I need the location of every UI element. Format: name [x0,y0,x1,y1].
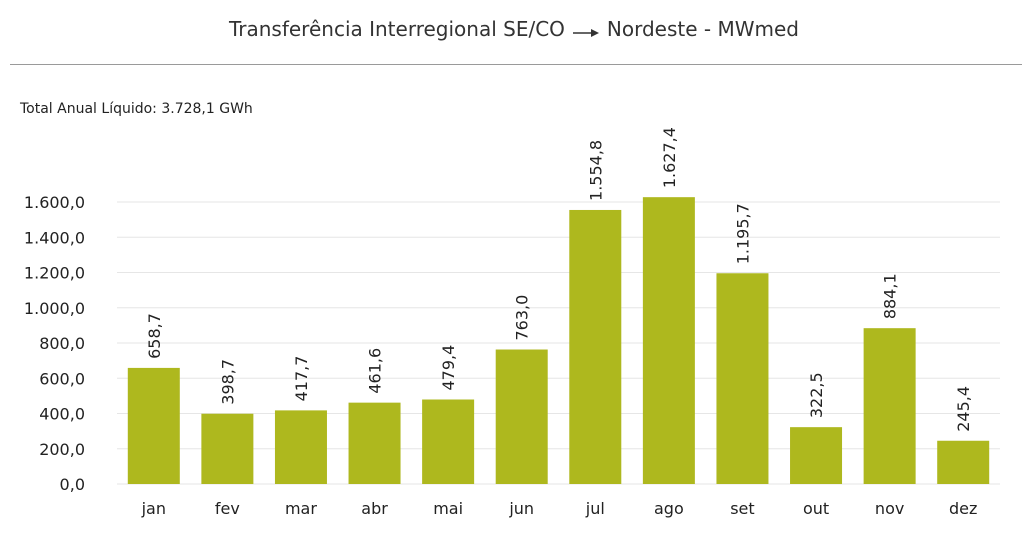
x-tick-label: mai [433,499,463,518]
y-tick-label: 800,0 [39,334,85,353]
chart-title: Transferência Interregional SE/CO Nordest… [0,17,1028,43]
x-tick-label: nov [875,499,904,518]
bar [716,273,769,484]
x-tick-label: set [730,499,754,518]
title-divider [10,64,1022,65]
data-label: 398,7 [218,359,237,405]
chart-subtitle: Total Anual Líquido: 3.728,1 GWh [20,101,253,117]
bar [937,440,990,484]
y-tick-label: 0,0 [60,475,85,494]
x-tick-label: jan [141,499,166,518]
chart-title-left: Transferência Interregional SE/CO [228,17,565,41]
data-label: 245,4 [954,386,973,432]
x-tick-label: jun [508,499,534,518]
data-label: 1.195,7 [733,203,752,264]
bar [863,328,916,484]
x-tick-label: jul [585,499,605,518]
x-tick-label: dez [949,499,977,518]
bar [348,402,401,484]
y-tick-label: 1.000,0 [24,299,85,318]
bar [495,349,548,484]
y-tick-label: 600,0 [39,369,85,388]
data-label: 1.627,4 [660,127,679,188]
data-label: 1.554,8 [586,140,605,201]
y-tick-label: 400,0 [39,405,85,424]
y-tick-label: 1.400,0 [24,228,85,247]
data-label: 884,1 [881,273,900,319]
y-tick-label: 1.200,0 [24,264,85,283]
bar [274,410,327,484]
x-tick-label: abr [361,499,388,518]
bar [569,209,622,485]
chart-title-right: Nordeste - MWmed [606,17,799,41]
data-label: 658,7 [145,313,164,359]
x-tick-label: ago [654,499,684,518]
right-arrow-icon [572,19,599,43]
x-tick-label: out [803,499,829,518]
data-label: 417,7 [292,356,311,402]
data-label: 322,5 [807,372,826,418]
data-label: 461,6 [366,348,385,394]
bar [642,197,695,484]
x-tick-label: fev [215,499,240,518]
bar [790,427,843,484]
y-tick-label: 1.600,0 [24,193,85,212]
bar [422,399,475,484]
bar [201,413,254,484]
bar [127,367,180,484]
x-tick-label: mar [285,499,317,518]
data-label: 479,4 [439,345,458,391]
data-label: 763,0 [513,295,532,341]
y-tick-label: 200,0 [39,440,85,459]
